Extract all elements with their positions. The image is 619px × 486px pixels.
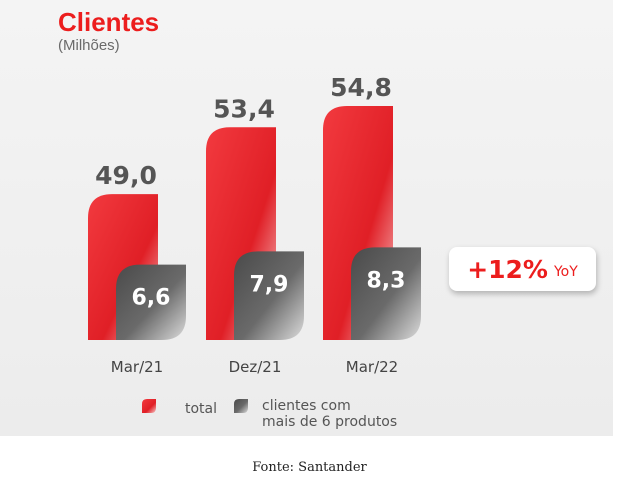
chart-title: Clientes bbox=[58, 7, 160, 37]
data-label-sub-0: 6,6 bbox=[132, 286, 171, 311]
category-label-0: Mar/21 bbox=[111, 358, 163, 376]
category-label-1: Dez/21 bbox=[229, 358, 282, 376]
legend-swatch-total bbox=[142, 399, 156, 413]
data-label-sub-1: 7,9 bbox=[250, 272, 289, 297]
category-label-2: Mar/22 bbox=[346, 358, 398, 376]
bar-sub-0 bbox=[116, 264, 186, 340]
bar-sub-2 bbox=[351, 247, 421, 340]
source-note: Fonte: Santander bbox=[252, 460, 367, 475]
legend-label-sub-line1: clientes com bbox=[262, 398, 351, 414]
legend-label-sub: clientes com mais de 6 produtos bbox=[262, 398, 412, 430]
data-label-total-0: 49,0 bbox=[95, 161, 157, 190]
legend-label-total: total bbox=[185, 401, 218, 417]
yoy-unit: YoY bbox=[553, 264, 578, 280]
chart-subtitle: (Milhões) bbox=[58, 37, 120, 54]
legend-swatch-sub bbox=[234, 399, 248, 413]
data-label-sub-2: 8,3 bbox=[367, 268, 406, 293]
yoy-callout: +12% YoY bbox=[449, 247, 596, 291]
data-label-total-1: 53,4 bbox=[213, 94, 275, 123]
bar-sub-1 bbox=[234, 251, 304, 340]
yoy-value: +12% bbox=[467, 254, 548, 284]
data-label-total-2: 54,8 bbox=[330, 73, 392, 102]
legend-label-sub-line2: mais de 6 produtos bbox=[262, 414, 398, 430]
bar-chart: 49,0 6,6 Mar/21 53,4 7,9 Dez/21 54,8 8,3 Mar/22 bbox=[88, 73, 421, 376]
